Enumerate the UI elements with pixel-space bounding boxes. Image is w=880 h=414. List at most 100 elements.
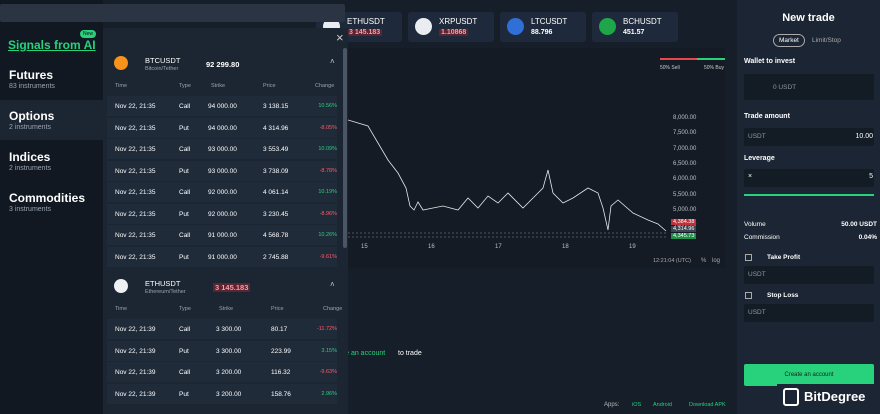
amount-unit: USDT	[748, 133, 766, 140]
collapse-icon[interactable]: ˄	[330, 57, 335, 66]
ticker-icon	[415, 18, 432, 35]
column-header: Price	[263, 83, 276, 89]
price-axis-label: 4,500.00	[673, 222, 696, 228]
option-cell: 94 000.00	[208, 103, 237, 110]
date-label: 17	[495, 244, 502, 250]
group-symbol[interactable]: BTCUSDT	[145, 56, 181, 65]
tp-box[interactable]	[744, 266, 874, 284]
commission-value: 0.04%	[858, 234, 877, 241]
search-bar[interactable]	[0, 4, 345, 22]
option-cell: Call	[179, 103, 191, 110]
option-row[interactable]	[107, 225, 337, 245]
category-count: 83 instruments	[9, 83, 55, 90]
category-name[interactable]: Futures	[9, 68, 54, 82]
option-cell: 3 738.09	[263, 167, 289, 175]
option-cell: 92 000.00	[208, 210, 237, 218]
option-cell: 3 553.49	[263, 146, 289, 153]
group-pair: Ethereum/Tether	[145, 289, 186, 295]
column-header: Change	[323, 306, 343, 312]
option-row[interactable]	[107, 246, 337, 267]
volume-value: 50.00 USDT	[841, 221, 877, 228]
option-cell: -9.61%	[319, 253, 337, 260]
apk-link[interactable]: Download APK	[689, 402, 726, 408]
option-row[interactable]	[107, 383, 337, 404]
instrument-dropdown: × BTCUSDT Bitcoin/Tether 92 299.80 ˄ Time Type…	[103, 28, 348, 414]
column-header: Strike	[219, 306, 234, 312]
column-header: Time	[115, 306, 128, 312]
create-button[interactable]	[744, 364, 874, 386]
price-tag: 4,384.38	[671, 219, 697, 225]
category-name[interactable]: Options	[9, 109, 55, 123]
option-row[interactable]	[107, 139, 337, 159]
price-axis-label: 6,500.00	[673, 160, 697, 167]
leverage-label: Leverage	[744, 155, 775, 162]
wallet-value: 0 USDT	[773, 84, 797, 91]
ticker-price: 451.57	[623, 29, 645, 36]
option-cell: Put	[179, 253, 189, 261]
amount-label: Trade amount	[744, 113, 790, 120]
option-cell: Nov 22, 21:35	[115, 103, 156, 110]
tab-market[interactable]: Market	[773, 34, 805, 47]
option-cell: 3 230.45	[263, 210, 289, 218]
option-row[interactable]	[107, 182, 337, 202]
option-row[interactable]	[107, 340, 337, 361]
tp-label: Take Profit	[767, 254, 801, 261]
option-cell: 10.56%	[318, 103, 337, 109]
option-cell: 92 000.00	[208, 189, 237, 196]
close-button[interactable]: ×	[336, 30, 344, 45]
option-cell: 3 138.15	[263, 103, 289, 110]
date-label: 16	[428, 244, 435, 250]
option-row[interactable]	[107, 319, 337, 339]
option-row[interactable]	[107, 203, 337, 224]
ticker-card[interactable]: BCHUSDT 451.57	[592, 12, 678, 42]
category-name[interactable]: Commodities	[9, 191, 86, 205]
android-link[interactable]: Android	[653, 402, 672, 408]
tp-check[interactable]	[745, 254, 752, 261]
coin-icon	[114, 56, 128, 70]
ios-link[interactable]: iOS	[632, 402, 642, 408]
cta-text: to trade	[398, 350, 422, 357]
sl-box[interactable]	[744, 304, 874, 322]
option-row[interactable]	[107, 160, 337, 181]
category-name[interactable]: Indices	[9, 150, 51, 164]
option-cell: -8.05%	[319, 124, 337, 131]
trade-panel: New trade Market Limit/Stop Wallet to inves…	[737, 0, 880, 414]
price-axis-label: 6,000.00	[673, 176, 697, 183]
option-cell: Nov 22, 21:35	[115, 167, 156, 175]
percent-toggle[interactable]: %	[701, 258, 707, 264]
tab-limit[interactable]: Limit/Stop	[812, 37, 841, 44]
option-cell: 91 000.00	[208, 232, 237, 239]
option-cell: 3 200.00	[216, 369, 242, 376]
ticker-icon	[507, 18, 524, 35]
option-cell: Call	[179, 232, 191, 239]
ticker-symbol: ETHUSDT	[347, 17, 385, 26]
signals-link[interactable]: Signals from AI	[8, 38, 96, 52]
option-cell: -11.72%	[316, 326, 337, 332]
option-row[interactable]	[107, 362, 337, 382]
option-cell: Nov 22, 21:39	[115, 390, 156, 398]
option-cell: 4 314.96	[263, 124, 289, 132]
leverage-box[interactable]	[744, 169, 874, 187]
ticker-symbol: XRPUSDT	[439, 17, 478, 26]
group-symbol[interactable]: ETHUSDT	[145, 279, 181, 288]
sl-unit: USDT	[748, 309, 766, 316]
price-axis-label: 5,500.00	[673, 191, 697, 198]
log-toggle[interactable]: log	[712, 258, 721, 264]
ticker-card[interactable]: LTCUSDT 88.796	[500, 12, 586, 42]
sl-check[interactable]	[745, 292, 752, 299]
amount-box[interactable]	[744, 128, 874, 146]
option-cell: Nov 22, 21:35	[115, 232, 156, 239]
option-row[interactable]	[107, 117, 337, 138]
group-pair: Bitcoin/Tether	[145, 66, 179, 72]
column-header: Type	[179, 83, 191, 89]
wallet-box[interactable]	[744, 74, 874, 100]
ticker-card[interactable]: XRPUSDT 1.10868	[408, 12, 494, 42]
create-label: Create an account	[784, 372, 834, 378]
cta-link[interactable]: Create an account	[328, 350, 386, 357]
option-cell: Nov 22, 21:39	[115, 347, 156, 355]
collapse-icon[interactable]: ˄	[330, 280, 335, 289]
option-row[interactable]	[107, 96, 337, 116]
leverage-slider[interactable]	[744, 194, 874, 196]
brand-logo	[783, 388, 799, 406]
